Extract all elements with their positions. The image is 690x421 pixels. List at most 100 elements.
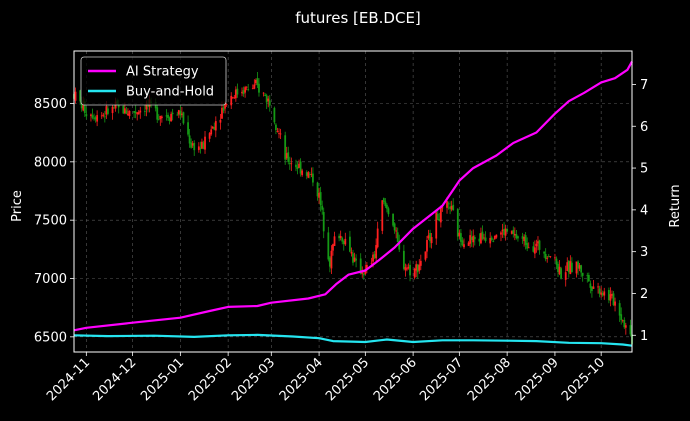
candle-body: [199, 148, 202, 149]
candle-body: [396, 232, 399, 242]
candle-body: [332, 244, 334, 251]
candle-body: [233, 97, 236, 99]
candle-body: [586, 275, 589, 277]
candle-body: [489, 237, 492, 244]
candle-body: [580, 265, 583, 273]
candle-body: [290, 163, 293, 165]
candle-body: [330, 250, 333, 269]
y2-tick-label: 2: [640, 287, 648, 302]
candle-body: [413, 268, 416, 278]
candle-body: [537, 241, 539, 244]
candle-body: [478, 238, 481, 242]
candle-body: [387, 208, 390, 215]
candle-body: [258, 83, 260, 93]
candle-body: [544, 253, 547, 260]
candle-body: [493, 236, 496, 239]
candle-body: [105, 106, 108, 115]
candle-body: [381, 200, 384, 231]
candle-body: [449, 206, 452, 209]
candle-body: [222, 107, 225, 111]
candle-body: [543, 251, 546, 254]
candle-body: [93, 117, 95, 119]
candle-body: [575, 261, 578, 274]
candle-body: [133, 111, 136, 113]
candle-body: [353, 257, 356, 262]
candle-body: [285, 153, 288, 159]
candle-body: [107, 108, 109, 114]
candle-body: [145, 103, 148, 110]
candle-body: [247, 89, 250, 90]
candle-body: [558, 266, 561, 275]
y2-tick-label: 7: [640, 78, 648, 93]
candle-body: [629, 325, 632, 335]
candle-body: [429, 233, 431, 242]
candle-body: [458, 232, 461, 237]
candle-body: [409, 264, 411, 276]
candle-body: [339, 235, 342, 238]
candle-body: [214, 121, 217, 131]
candle-body: [581, 272, 584, 276]
return-lines: [73, 60, 633, 347]
candle-body: [170, 113, 173, 122]
candle-body: [179, 110, 182, 116]
candle-body: [373, 254, 376, 258]
candle-body: [430, 237, 433, 244]
candle-body: [535, 243, 538, 247]
candle-body: [182, 112, 185, 124]
candle-body: [344, 238, 347, 245]
legend: AI Strategy Buy-and-Hold: [80, 56, 227, 106]
candle-body: [193, 142, 196, 151]
candle-body: [273, 107, 276, 123]
candle-body: [111, 106, 114, 114]
candle-body: [554, 257, 556, 259]
y2-tick-label: 5: [640, 162, 648, 177]
candle-body: [316, 182, 319, 197]
candle-body: [230, 95, 233, 106]
candle-body: [564, 272, 567, 280]
candle-body: [224, 102, 226, 109]
candle-body: [483, 237, 485, 239]
candle-body: [211, 126, 214, 129]
candle-body: [372, 254, 374, 262]
candle-body: [350, 251, 353, 254]
candle-body: [446, 201, 448, 208]
y2-tick-label: 4: [640, 203, 648, 218]
candle-body: [265, 95, 268, 103]
candle-body: [392, 213, 394, 226]
candle-body: [127, 113, 129, 116]
candle-body: [495, 234, 498, 238]
y2-tick-label: 3: [640, 245, 648, 260]
candle-body: [492, 241, 495, 242]
candle-body: [362, 274, 365, 276]
candle-body: [201, 141, 203, 149]
candle-body: [254, 80, 257, 84]
candle-body: [386, 204, 388, 209]
candle-body: [424, 251, 427, 260]
candle-body: [308, 174, 311, 175]
candle-body: [91, 115, 94, 118]
candle-body: [469, 235, 472, 244]
candle-body: [349, 236, 351, 252]
candle-body: [364, 269, 367, 275]
candle-body: [598, 288, 601, 294]
candle-body: [278, 133, 280, 134]
candle-body: [264, 94, 267, 97]
candle-body: [500, 232, 502, 235]
candle-body: [284, 135, 287, 160]
candle-body: [532, 246, 535, 252]
candle-body: [262, 92, 265, 94]
candle-body: [117, 104, 120, 108]
candle-body: [490, 237, 493, 241]
candle-body: [555, 258, 558, 265]
candle-body: [160, 116, 163, 119]
candle-body: [176, 114, 179, 116]
candle-body: [219, 119, 222, 123]
candle-body: [621, 320, 624, 322]
candle-body: [623, 319, 626, 328]
candle-body: [90, 114, 92, 117]
y-tick-label: 6500: [34, 330, 67, 345]
candle-body: [102, 114, 105, 116]
candle-body: [359, 258, 362, 275]
candle-body: [361, 272, 364, 274]
